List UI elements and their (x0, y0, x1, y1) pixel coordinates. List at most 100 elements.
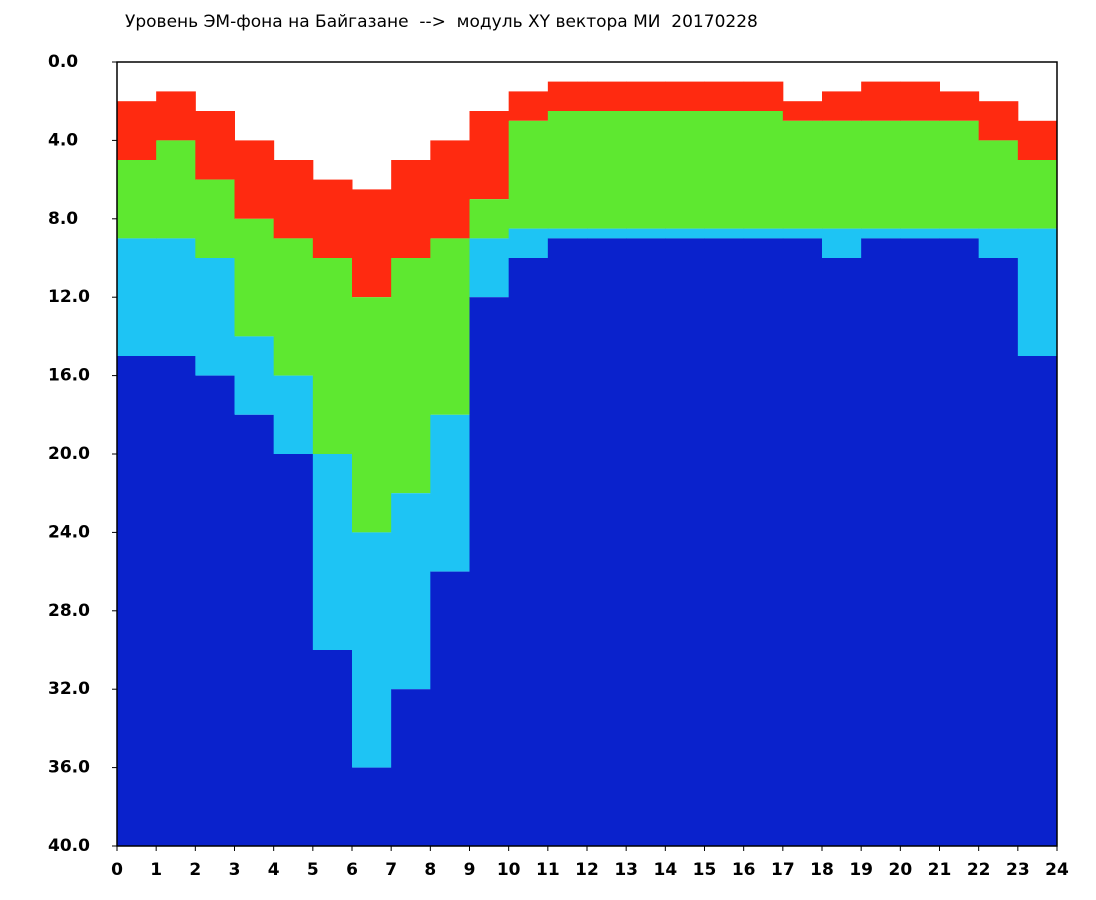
spectrum-band (469, 238, 510, 298)
spectrum-band (391, 258, 431, 494)
spectrum-band (508, 120, 549, 229)
spectrum-band (195, 111, 235, 180)
spectrum-band (782, 238, 823, 846)
spectrum-band (469, 111, 510, 200)
spectrum-band (665, 228, 705, 239)
y-tick-label: 8.0 (48, 209, 78, 229)
spectrum-band (508, 228, 549, 258)
spectrum-band (273, 375, 314, 454)
spectrum-band (626, 111, 666, 229)
chart-title: Уровень ЭМ-фона на Байгазане --> модуль … (125, 12, 758, 32)
spectrum-band (273, 160, 314, 239)
spectrum-band (861, 238, 901, 846)
spectrum-band (547, 81, 588, 111)
spectrum-band (352, 767, 392, 846)
spectrum-band (547, 238, 588, 846)
x-tick-label: 24 (1045, 860, 1069, 880)
spectrum-band (900, 120, 940, 229)
x-tick-label: 14 (653, 860, 677, 880)
spectrum-band (352, 189, 392, 298)
y-tick-label: 12.0 (48, 287, 90, 307)
spectrum-band (195, 375, 235, 846)
spectrum-band (861, 81, 901, 121)
spectrum-band (900, 238, 940, 846)
spectrum-band (469, 297, 510, 846)
spectrum-band (312, 258, 353, 454)
x-tick-label: 22 (967, 860, 991, 880)
spectrum-band (782, 101, 823, 121)
x-tick-label: 5 (307, 860, 319, 880)
spectrum-band (626, 238, 666, 846)
spectrum-band (117, 160, 157, 239)
spectrum-band (939, 228, 980, 239)
spectrum-band (978, 228, 1019, 258)
spectrum-band (1017, 228, 1058, 356)
spectrum-band (939, 120, 980, 229)
x-tick-label: 15 (693, 860, 717, 880)
spectrum-band (743, 81, 784, 111)
y-tick-label: 28.0 (48, 601, 90, 621)
spectrum-band (234, 218, 275, 337)
spectrum-band (156, 356, 196, 846)
spectrum-band (861, 228, 901, 239)
spectrum-band (665, 238, 705, 846)
spectrum-band (547, 111, 588, 229)
spectrum-band (704, 81, 745, 111)
x-tick-label: 19 (849, 860, 873, 880)
spectrum-band (430, 571, 470, 846)
spectrum-band (704, 228, 745, 239)
spectrum-band (782, 228, 823, 239)
x-tick-label: 17 (771, 860, 795, 880)
spectrum-band (508, 258, 549, 846)
spectrum-band (273, 238, 314, 376)
x-tick-label: 20 (888, 860, 912, 880)
spectrum-band (312, 650, 353, 846)
spectrum-band (743, 111, 784, 229)
x-tick-label: 16 (732, 860, 756, 880)
spectrum-band (195, 179, 235, 258)
spectrum-band (117, 238, 157, 356)
spectrum-band (156, 91, 196, 141)
spectrum-band (508, 91, 549, 121)
x-tick-label: 13 (614, 860, 638, 880)
y-tick-label: 0.0 (48, 52, 78, 72)
spectrum-band (391, 689, 431, 846)
x-tick-label: 21 (928, 860, 952, 880)
spectrum-band (391, 493, 431, 690)
spectrum-band (469, 199, 510, 239)
spectrum-band (743, 238, 784, 846)
spectrum-band (587, 111, 627, 229)
spectrum-band (704, 238, 745, 846)
spectrum-band (234, 140, 275, 219)
x-tick-label: 1 (150, 860, 162, 880)
spectrum-band (822, 91, 862, 121)
spectrum-band (391, 160, 431, 258)
spectrum-band (978, 101, 1019, 141)
spectrum-band (156, 238, 196, 356)
spectrum-band (665, 81, 705, 111)
x-tick-label: 12 (575, 860, 599, 880)
spectrum-band (978, 258, 1019, 846)
spectrum-band (822, 258, 862, 846)
y-tick-label: 16.0 (48, 366, 90, 386)
spectrum-band (234, 414, 275, 846)
spectrum-band (900, 228, 940, 239)
spectrum-band (782, 120, 823, 229)
x-tick-label: 3 (229, 860, 241, 880)
spectrum-band (665, 111, 705, 229)
spectrum-band (626, 228, 666, 239)
spectrum-band (1017, 160, 1058, 229)
spectrum-band (430, 414, 470, 572)
spectrum-band (704, 111, 745, 229)
spectrum-band (547, 228, 588, 239)
y-tick-label: 36.0 (48, 758, 90, 778)
spectrum-band (430, 238, 470, 415)
y-tick-label: 24.0 (48, 522, 90, 542)
spectrum-band (1017, 120, 1058, 160)
x-tick-label: 0 (111, 860, 123, 880)
x-tick-label: 6 (346, 860, 358, 880)
spectrum-band (234, 336, 275, 415)
spectrum-band (195, 258, 235, 376)
spectrum-band (743, 228, 784, 239)
